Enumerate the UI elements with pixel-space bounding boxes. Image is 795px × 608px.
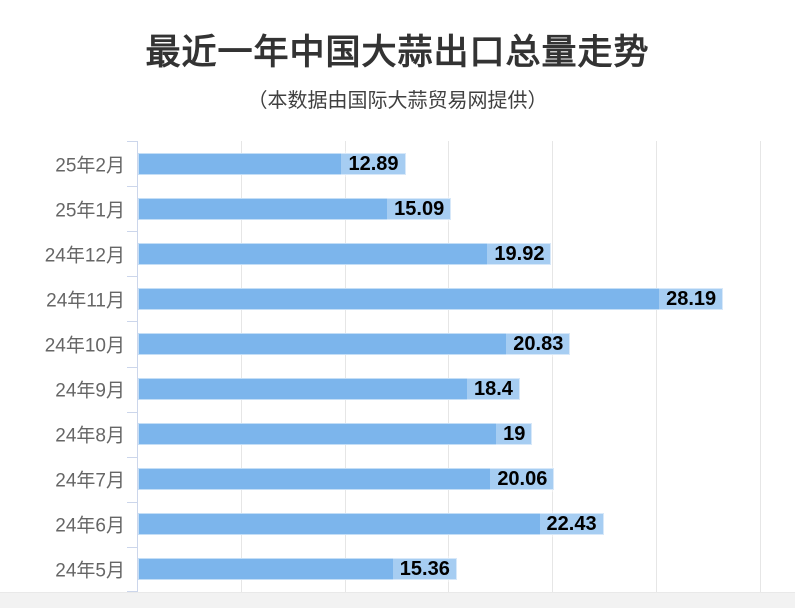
category-label: 24年6月 bbox=[55, 515, 125, 537]
value-label: 15.36 bbox=[392, 556, 457, 583]
category-label: 24年7月 bbox=[55, 470, 125, 492]
value-label: 15.09 bbox=[387, 195, 452, 222]
x-gridline bbox=[344, 141, 346, 592]
x-gridline bbox=[240, 141, 242, 592]
value-label: 12.89 bbox=[341, 150, 406, 177]
y-axis-tick bbox=[127, 411, 137, 413]
y-axis-tick bbox=[127, 231, 137, 233]
bar-row: 24年10月 20.83 bbox=[45, 321, 795, 366]
bar-row: 24年12月 19.92 bbox=[45, 231, 795, 276]
bar[interactable]: 19.92 bbox=[138, 240, 552, 267]
x-gridline bbox=[552, 141, 554, 592]
bar-row: 24年6月 22.43 bbox=[55, 502, 795, 547]
category-label: 24年9月 bbox=[55, 380, 125, 402]
x-gridline bbox=[759, 141, 761, 592]
category-label: 25年1月 bbox=[55, 200, 125, 222]
category-label: 24年10月 bbox=[44, 335, 125, 357]
category-label: 24年5月 bbox=[55, 560, 125, 582]
value-label: 19.92 bbox=[487, 240, 552, 267]
value-label: 22.43 bbox=[539, 511, 604, 538]
y-axis-line bbox=[137, 141, 138, 592]
y-axis-tick bbox=[127, 186, 137, 188]
category-label: 24年12月 bbox=[44, 245, 125, 267]
category-label: 24年11月 bbox=[46, 290, 125, 312]
x-gridline bbox=[448, 141, 450, 592]
bar-row: 25年2月 12.89 bbox=[55, 141, 795, 186]
x-gridline bbox=[655, 141, 657, 592]
y-axis-tick bbox=[127, 546, 137, 548]
value-label: 20.06 bbox=[490, 466, 555, 493]
y-axis-tick bbox=[127, 276, 137, 278]
bar-row: 24年8月 19 bbox=[55, 412, 795, 457]
y-axis-tick bbox=[127, 591, 137, 592]
bar-row: 25年1月 15.09 bbox=[55, 186, 795, 231]
bar[interactable]: 15.09 bbox=[138, 195, 452, 222]
bar-row: 24年7月 20.06 bbox=[55, 457, 795, 502]
bar[interactable]: 20.83 bbox=[138, 330, 571, 357]
bar[interactable]: 20.06 bbox=[138, 466, 555, 493]
y-axis-tick bbox=[127, 366, 137, 368]
category-label: 25年2月 bbox=[55, 155, 125, 177]
category-label: 24年8月 bbox=[55, 425, 125, 447]
bar-row: 24年9月 18.4 bbox=[55, 367, 795, 412]
bar[interactable]: 15.36 bbox=[138, 556, 457, 583]
bar[interactable]: 28.19 bbox=[138, 285, 724, 312]
value-label: 20.83 bbox=[506, 330, 571, 357]
bar-row: 24年5月 15.36 bbox=[55, 547, 795, 592]
y-axis-tick bbox=[127, 321, 137, 323]
value-label: 18.4 bbox=[466, 376, 520, 403]
y-axis-tick bbox=[127, 456, 137, 458]
value-label: 19 bbox=[496, 421, 533, 448]
bar[interactable]: 18.4 bbox=[138, 376, 520, 403]
y-axis-tick bbox=[127, 501, 137, 503]
bar-row: 24年11月 28.19 bbox=[46, 276, 795, 321]
bar[interactable]: 19 bbox=[138, 421, 533, 448]
value-label: 28.19 bbox=[659, 285, 724, 312]
bar[interactable]: 22.43 bbox=[138, 511, 604, 538]
chart-title: 最近一年中国大蒜出口总量走势 bbox=[145, 33, 650, 72]
page-background-strip bbox=[0, 592, 795, 608]
y-axis-tick bbox=[127, 141, 137, 142]
bar[interactable]: 12.89 bbox=[138, 150, 406, 177]
plot-area: 25年2月 12.89 25年1月 15.09 24年12月 19.92 24年11月 28.… bbox=[45, 141, 795, 592]
chart-subtitle: （本数据由国际大蒜贸易网提供） bbox=[247, 90, 548, 112]
